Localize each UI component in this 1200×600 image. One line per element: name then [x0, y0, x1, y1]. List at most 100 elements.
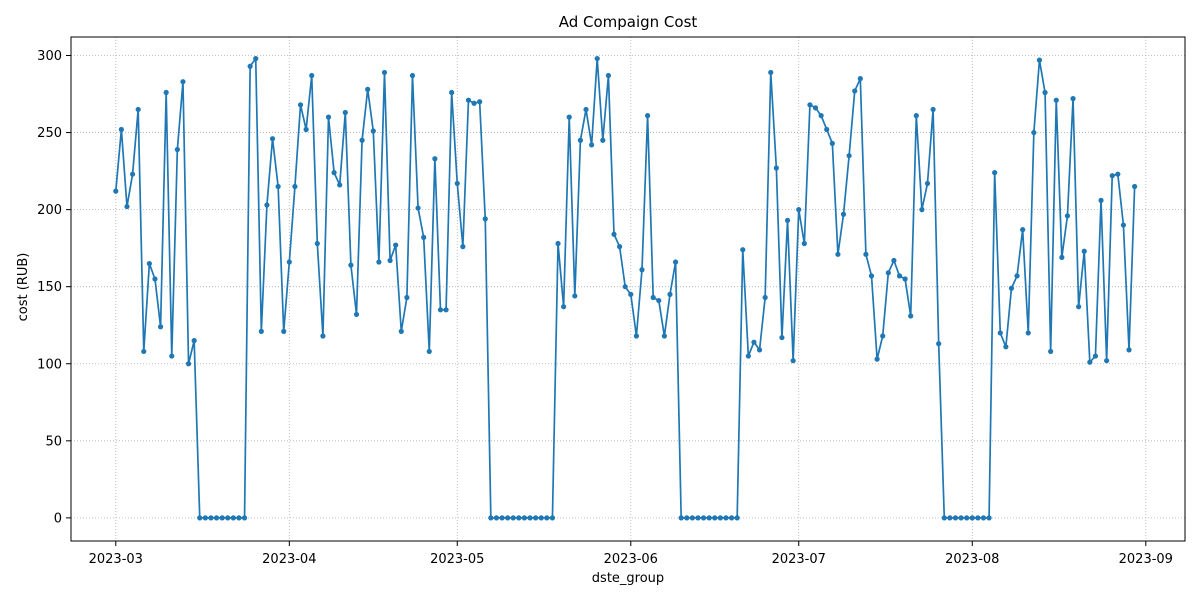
data-point: [1109, 173, 1115, 179]
data-point: [1120, 222, 1127, 228]
plot-frame: [70, 36, 1186, 542]
data-point: [387, 257, 393, 264]
data-point: [544, 515, 550, 521]
data-point: [661, 333, 667, 339]
data-point: [180, 79, 186, 85]
data-point: [633, 333, 640, 339]
data-point: [650, 294, 656, 301]
data-point: [695, 515, 701, 521]
data-point: [325, 114, 332, 120]
data-point: [1070, 96, 1076, 102]
data-point: [549, 515, 556, 521]
data-point: [353, 311, 360, 318]
data-point: [639, 267, 645, 273]
data-point: [874, 356, 880, 362]
series-layer: [113, 55, 1138, 521]
x-tick-label: 2023-03: [89, 552, 143, 567]
data-point: [1104, 358, 1110, 364]
data-point: [359, 137, 365, 143]
data-point: [930, 106, 936, 113]
data-point: [510, 515, 516, 521]
data-point: [213, 515, 220, 521]
data-point: [174, 146, 180, 153]
data-point: [197, 515, 203, 521]
data-point: [600, 137, 606, 143]
data-point: [1059, 254, 1065, 260]
data-point: [208, 515, 214, 521]
data-point: [488, 515, 494, 521]
data-point: [678, 515, 684, 521]
x-tick-label: 2023-09: [1119, 552, 1173, 567]
data-point: [241, 515, 248, 521]
data-point: [908, 313, 914, 319]
data-point: [958, 515, 964, 521]
data-point: [191, 338, 197, 344]
data-point: [589, 142, 595, 148]
data-point: [628, 291, 634, 297]
x-tick-label: 2023-05: [430, 552, 484, 567]
data-point: [135, 106, 141, 113]
data-point: [672, 259, 679, 265]
data-point: [700, 515, 707, 521]
data-point: [835, 251, 841, 257]
data-point: [331, 170, 337, 176]
data-point: [577, 137, 584, 143]
data-point: [572, 293, 578, 299]
data-point: [292, 183, 298, 190]
data-point: [437, 307, 444, 313]
data-point: [656, 297, 662, 304]
data-point: [370, 128, 376, 134]
y-tick-label: 300: [37, 49, 62, 64]
data-point: [309, 72, 315, 79]
data-point: [202, 515, 208, 521]
data-point: [644, 113, 651, 119]
data-point: [342, 109, 348, 116]
data-point: [790, 358, 796, 364]
data-point: [129, 171, 136, 177]
data-point: [706, 515, 712, 521]
data-point: [611, 231, 617, 237]
data-point: [1003, 344, 1009, 350]
data-point: [594, 55, 600, 62]
data-point: [348, 262, 354, 268]
data-point: [617, 244, 623, 250]
data-point: [443, 307, 449, 313]
data-point: [824, 126, 830, 133]
data-point: [521, 515, 528, 521]
data-point: [1042, 89, 1048, 96]
data-point: [555, 240, 561, 247]
data-point: [980, 515, 987, 521]
data-point: [219, 515, 225, 521]
data-point: [975, 515, 981, 521]
data-point: [852, 88, 858, 94]
data-point: [454, 180, 460, 187]
y-axis-label: cost (RUB): [16, 253, 31, 322]
data-point: [124, 203, 130, 210]
data-point: [762, 294, 768, 301]
data-point: [163, 89, 169, 96]
data-point: [779, 334, 785, 341]
data-point: [1087, 359, 1093, 365]
data-point: [1048, 348, 1054, 355]
data-point: [885, 270, 891, 276]
data-point: [499, 515, 505, 521]
data-point: [225, 515, 231, 521]
data-point: [297, 102, 304, 108]
data-point: [281, 328, 287, 334]
x-axis-ticks: 2023-03 2023-04 2023-05 2023-06 2023-07 2023-…: [89, 541, 1173, 567]
data-point: [952, 515, 959, 521]
data-point: [936, 341, 942, 347]
data-point: [924, 180, 931, 187]
data-point: [505, 515, 511, 521]
data-point: [393, 242, 399, 248]
data-point: [471, 100, 477, 106]
data-point: [516, 515, 522, 521]
data-point: [868, 273, 875, 279]
data-point: [751, 339, 757, 345]
data-point: [745, 353, 751, 359]
data-point: [992, 170, 998, 176]
data-point: [812, 105, 819, 111]
data-point: [941, 515, 947, 521]
data-point: [756, 347, 763, 353]
